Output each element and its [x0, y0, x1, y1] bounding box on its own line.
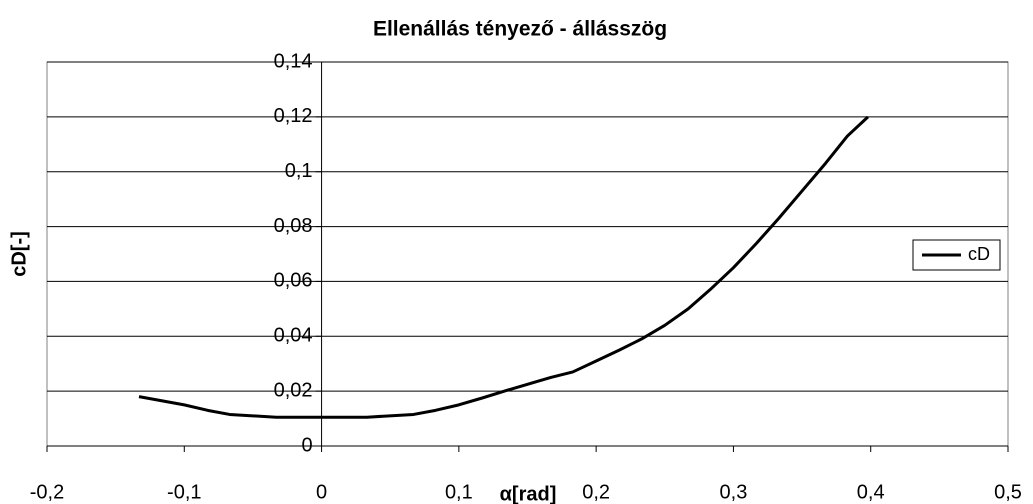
x-tick-label: -0,2	[30, 481, 64, 503]
x-tick-label: -0,1	[167, 481, 201, 503]
x-axis-label: α[rad]	[500, 483, 557, 504]
x-tick-label: 0,3	[720, 481, 748, 503]
y-tick-label: 0,04	[274, 325, 313, 347]
y-tick-label: 0,1	[285, 160, 313, 182]
y-tick-label: 0,02	[274, 379, 313, 401]
y-tick-label: 0,06	[274, 270, 313, 292]
y-axis-label: cD[-]	[8, 231, 30, 277]
x-tick-label: 0,2	[582, 481, 610, 503]
y-tick-label: 0,12	[274, 105, 313, 127]
y-tick-label: 0	[301, 434, 312, 456]
legend-label: cD	[968, 244, 990, 264]
x-tick-label: 0,4	[857, 481, 885, 503]
x-tick-label: 0,1	[445, 481, 473, 503]
y-tick-label: 0,08	[274, 215, 313, 237]
y-tick-label: 0,14	[274, 50, 313, 72]
data-line	[138, 115, 869, 419]
x-tick-label: 0	[316, 481, 327, 503]
chart-title: Ellenállás tényező - állásszög	[373, 18, 667, 41]
x-tick-label: 0,5	[994, 481, 1022, 503]
